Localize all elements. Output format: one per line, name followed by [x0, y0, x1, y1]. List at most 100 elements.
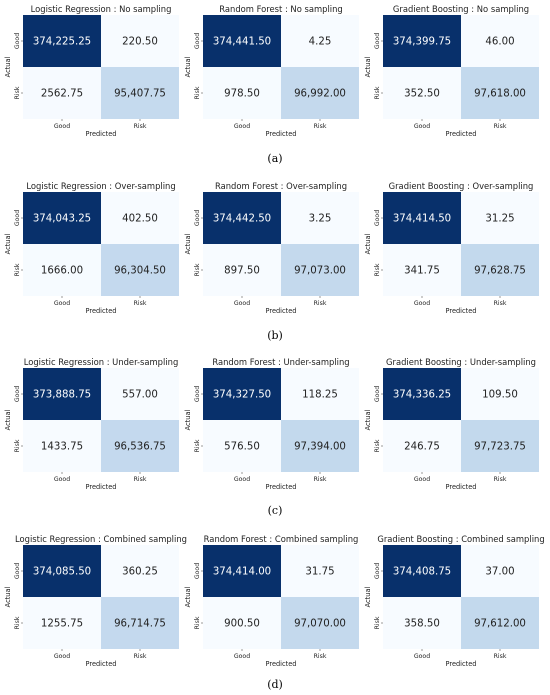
- heatmap-cell: [23, 597, 101, 649]
- x-tick-label: Risk: [134, 476, 147, 483]
- cell-value-label: 2562.75: [41, 89, 83, 100]
- cell-value-label: 374,225.25: [33, 37, 91, 48]
- y-axis-label: Actual: [364, 57, 372, 78]
- cell-value-label: 31.25: [485, 214, 514, 225]
- matrix-title: Logistic Regression : No sampling: [31, 4, 172, 14]
- confusion-matrix: Gradient Boosting : Over-sampling 374,414…: [364, 181, 539, 315]
- x-tick-label: Good: [414, 476, 430, 483]
- x-tick-label: Risk: [494, 476, 507, 483]
- cell-value-label: 31.75: [305, 567, 334, 578]
- heatmap-cell: [23, 545, 101, 597]
- matrix-title: Random Forest : Under-sampling: [212, 357, 349, 367]
- cell-value-label: 897.50: [224, 266, 260, 277]
- x-tick-label: Good: [414, 300, 430, 307]
- cell-value-label: 341.75: [404, 266, 440, 277]
- x-tick-label: Risk: [314, 300, 327, 307]
- y-tick-label: Risk: [374, 86, 381, 99]
- heatmap-cell: [281, 368, 359, 420]
- x-axis-label: Predicted: [446, 130, 477, 138]
- heatmap-cell: [461, 597, 539, 649]
- heatmap-cell: [281, 597, 359, 649]
- x-tick-label: Good: [54, 300, 70, 307]
- heatmap-cell: [203, 67, 281, 119]
- cell-value-label: 374,408.75: [393, 567, 451, 578]
- cell-value-label: 96,536.75: [114, 442, 166, 453]
- cell-value-label: 37.00: [485, 567, 514, 578]
- matrix-title: Logistic Regression : Under-sampling: [24, 357, 179, 367]
- heatmap-cell: [281, 15, 359, 67]
- matrix-title: Logistic Regression : Combined sampling: [15, 534, 187, 544]
- matrix-title: Random Forest : Over-sampling: [215, 181, 347, 191]
- cell-value-label: 95,407.75: [114, 89, 166, 100]
- cell-value-label: 97,394.00: [294, 442, 346, 453]
- y-tick-label: Risk: [194, 263, 201, 276]
- x-tick-label: Risk: [494, 300, 507, 307]
- heatmap-cell: [101, 545, 179, 597]
- subfigure-label: (c): [268, 504, 283, 517]
- cell-value-label: 97,628.75: [474, 266, 526, 277]
- heatmap-cell: [281, 244, 359, 296]
- y-tick-label: Good: [374, 210, 381, 226]
- x-axis-label: Predicted: [86, 307, 117, 315]
- x-tick-label: Risk: [134, 123, 147, 130]
- cell-value-label: 576.50: [224, 442, 260, 453]
- heatmap-cell: [23, 368, 101, 420]
- x-axis-label: Predicted: [86, 660, 117, 668]
- heatmap-cell: [281, 545, 359, 597]
- confusion-matrix: Random Forest : Under-sampling 374,327.50…: [184, 357, 359, 491]
- x-tick-label: Risk: [134, 300, 147, 307]
- cell-value-label: 96,714.75: [114, 619, 166, 630]
- cell-value-label: 402.50: [122, 214, 158, 225]
- heatmap-cell: [203, 368, 281, 420]
- y-tick-label: Good: [374, 563, 381, 579]
- heatmap-cell: [281, 420, 359, 472]
- y-tick-label: Risk: [14, 263, 21, 276]
- heatmap-cell: [383, 192, 461, 244]
- heatmap-cell: [461, 545, 539, 597]
- cell-value-label: 374,043.25: [33, 214, 91, 225]
- heatmap-cell: [101, 244, 179, 296]
- confusion-matrix: Logistic Regression : No sampling 374,225…: [4, 4, 179, 138]
- y-axis-label: Actual: [364, 410, 372, 431]
- subfigure-label: (d): [267, 678, 283, 691]
- x-axis-label: Predicted: [446, 307, 477, 315]
- heatmap-cell: [203, 244, 281, 296]
- y-tick-label: Risk: [374, 439, 381, 452]
- heatmap-cell: [203, 420, 281, 472]
- heatmap-cell: [461, 67, 539, 119]
- y-axis-label: Actual: [184, 587, 192, 608]
- heatmap-cell: [203, 597, 281, 649]
- x-tick-label: Risk: [314, 476, 327, 483]
- heatmap-cell: [23, 15, 101, 67]
- cell-value-label: 118.25: [302, 390, 338, 401]
- heatmap-cell: [383, 545, 461, 597]
- x-tick-label: Good: [414, 653, 430, 660]
- cell-value-label: 373,888.75: [33, 390, 91, 401]
- cell-value-label: 97,618.00: [474, 89, 526, 100]
- x-tick-label: Good: [234, 653, 250, 660]
- x-tick-label: Good: [54, 476, 70, 483]
- x-axis-label: Predicted: [266, 307, 297, 315]
- heatmap-cell: [23, 420, 101, 472]
- x-tick-label: Risk: [494, 653, 507, 660]
- x-axis-label: Predicted: [266, 483, 297, 491]
- heatmap-cell: [461, 420, 539, 472]
- x-tick-label: Good: [234, 123, 250, 130]
- x-tick-label: Risk: [314, 653, 327, 660]
- y-tick-label: Good: [194, 563, 201, 579]
- matrix-title: Random Forest : Combined sampling: [204, 534, 359, 544]
- cell-value-label: 374,399.75: [393, 37, 451, 48]
- subfigure-label: (a): [267, 152, 282, 165]
- confusion-matrix: Random Forest : Combined sampling 374,414…: [184, 534, 359, 668]
- y-axis-label: Actual: [364, 234, 372, 255]
- y-tick-label: Risk: [374, 263, 381, 276]
- cell-value-label: 374,442.50: [213, 214, 271, 225]
- heatmap-cell: [23, 67, 101, 119]
- cell-value-label: 97,070.00: [294, 619, 346, 630]
- matrix-title: Gradient Boosting : No sampling: [393, 4, 529, 14]
- x-axis-label: Predicted: [446, 660, 477, 668]
- cell-value-label: 1666.00: [41, 266, 83, 277]
- y-tick-label: Good: [194, 386, 201, 402]
- cell-value-label: 900.50: [224, 619, 260, 630]
